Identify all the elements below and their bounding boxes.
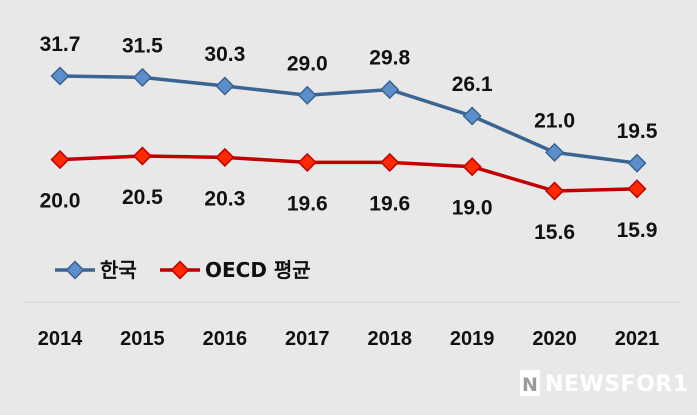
data-label-korea-2014: 31.7 <box>40 33 81 56</box>
data-label-oecd-2021: 15.9 <box>617 219 658 242</box>
data-point-oecd-2020 <box>545 181 565 201</box>
data-point-korea-2018 <box>380 80 400 100</box>
data-label-korea-2019: 26.1 <box>452 73 493 96</box>
series-line-korea <box>59 74 638 165</box>
legend-marker-oecd <box>170 260 190 280</box>
data-label-korea-2021: 19.5 <box>617 120 658 143</box>
data-point-oecd-2016 <box>215 147 235 167</box>
watermark-badge <box>520 370 540 396</box>
legend-label-korea: 한국 <box>100 258 137 282</box>
series-lines <box>59 74 638 193</box>
data-label-oecd-2019: 19.0 <box>452 197 493 220</box>
data-point-korea-2017 <box>297 85 317 105</box>
data-point-oecd-2018 <box>380 152 400 172</box>
data-label-korea-2017: 29.0 <box>287 52 328 75</box>
data-label-korea-2020: 21.0 <box>534 109 575 132</box>
legend-item-korea: 한국 <box>55 258 137 282</box>
data-label-korea-2015: 31.5 <box>122 34 163 57</box>
data-point-oecd-2019 <box>462 157 482 177</box>
data-point-korea-2016 <box>215 76 235 96</box>
data-label-oecd-2020: 15.6 <box>534 221 575 244</box>
x-axis-ticks: 2014 2015 2016 2017 2018 2019 2020 2021 <box>38 328 660 350</box>
data-point-oecd-2015 <box>132 146 152 166</box>
legend: 한국 OECD 평균 <box>55 258 311 282</box>
x-tick-2018: 2018 <box>367 328 412 350</box>
data-label-oecd-2014: 20.0 <box>40 190 81 213</box>
series-line-oecd <box>59 154 638 193</box>
data-point-oecd-2017 <box>297 152 317 172</box>
data-point-korea-2021 <box>627 153 647 173</box>
legend-item-oecd: OECD 평균 <box>160 258 311 282</box>
watermark-badge-letter: N <box>522 374 538 396</box>
data-point-korea-2014 <box>50 66 70 86</box>
data-label-oecd-2016: 20.3 <box>204 187 245 210</box>
series-markers <box>50 66 647 201</box>
x-tick-2015: 2015 <box>120 328 165 350</box>
data-point-korea-2019 <box>462 106 482 126</box>
x-tick-2021: 2021 <box>615 328 660 350</box>
data-point-korea-2020 <box>545 142 565 162</box>
data-labels: 31.7 31.5 30.3 29.0 29.8 26.1 21.0 19.5 20.0 20.5… <box>40 33 658 244</box>
x-tick-2017: 2017 <box>285 328 330 350</box>
legend-marker-korea <box>65 260 85 280</box>
data-point-korea-2015 <box>132 67 152 87</box>
watermark-text: NEWSFOR1 <box>545 372 689 397</box>
x-tick-2016: 2016 <box>203 328 248 350</box>
data-label-korea-2018: 29.8 <box>369 47 410 70</box>
data-label-oecd-2017: 19.6 <box>287 192 328 215</box>
data-point-oecd-2014 <box>50 150 70 170</box>
data-label-oecd-2015: 20.5 <box>122 186 163 209</box>
watermark: N NEWSFOR1 <box>520 370 689 397</box>
x-tick-2014: 2014 <box>38 328 83 350</box>
data-label-oecd-2018: 19.6 <box>369 192 410 215</box>
legend-label-oecd: OECD 평균 <box>205 258 311 282</box>
data-point-oecd-2021 <box>627 179 647 199</box>
x-tick-2019: 2019 <box>450 328 495 350</box>
data-label-korea-2016: 30.3 <box>204 43 245 66</box>
x-tick-2020: 2020 <box>532 328 577 350</box>
